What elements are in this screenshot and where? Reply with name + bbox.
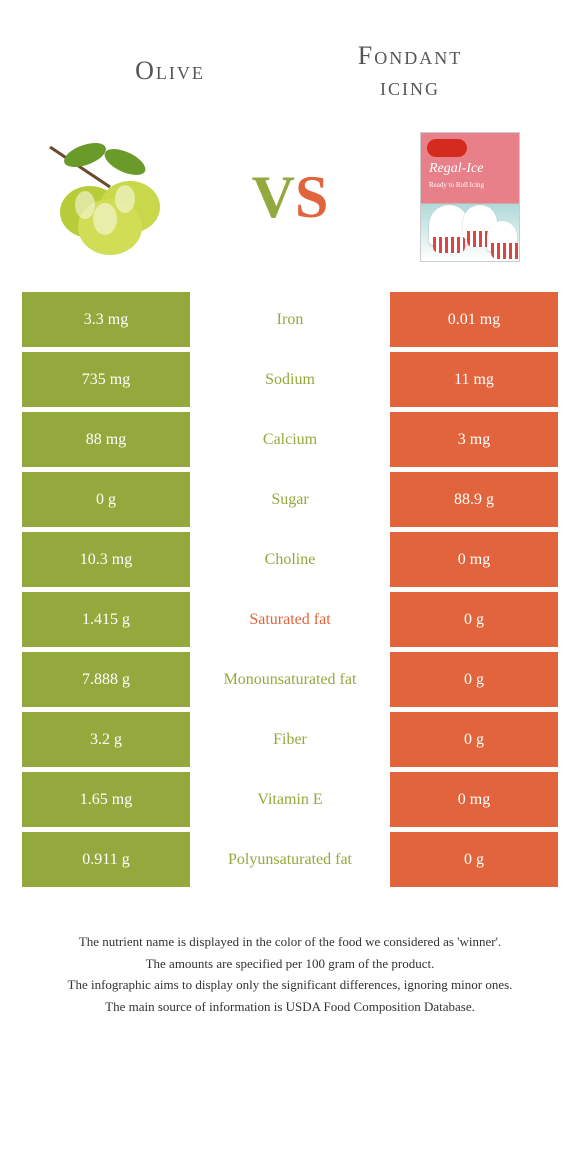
- fondant-brand: Regal-Ice: [429, 161, 483, 176]
- nutrient-label: Calcium: [190, 412, 390, 467]
- vs-s: S: [295, 163, 328, 232]
- fondant-image: Regal-Ice Ready to Roll Icing: [390, 132, 550, 262]
- table-row: 0 gSugar88.9 g: [22, 472, 558, 527]
- footer-line-2: The amounts are specified per 100 gram o…: [40, 954, 540, 974]
- left-value: 0 g: [22, 472, 190, 527]
- comparison-table: 3.3 mgIron0.01 mg735 mgSodium11 mg88 mgC…: [0, 292, 580, 887]
- vs-v: V: [252, 163, 295, 232]
- right-title-line2: icing: [380, 72, 440, 101]
- olive-icon: [30, 137, 190, 257]
- left-value: 1.415 g: [22, 592, 190, 647]
- right-value: 0 mg: [390, 772, 558, 827]
- right-value: 11 mg: [390, 352, 558, 407]
- left-value: 3.3 mg: [22, 292, 190, 347]
- left-food-title: Olive: [50, 56, 290, 86]
- left-value: 88 mg: [22, 412, 190, 467]
- table-row: 0.911 gPolyunsaturated fat0 g: [22, 832, 558, 887]
- nutrient-label: Fiber: [190, 712, 390, 767]
- nutrient-label: Vitamin E: [190, 772, 390, 827]
- right-value: 0.01 mg: [390, 292, 558, 347]
- nutrient-label: Polyunsaturated fat: [190, 832, 390, 887]
- left-value: 735 mg: [22, 352, 190, 407]
- nutrient-label: Saturated fat: [190, 592, 390, 647]
- right-value: 88.9 g: [390, 472, 558, 527]
- left-value: 10.3 mg: [22, 532, 190, 587]
- left-value: 0.911 g: [22, 832, 190, 887]
- footer-notes: The nutrient name is displayed in the co…: [0, 892, 580, 1016]
- table-row: 7.888 gMonounsaturated fat0 g: [22, 652, 558, 707]
- right-title-line1: Fondant: [358, 41, 462, 70]
- right-value: 0 g: [390, 592, 558, 647]
- footer-line-1: The nutrient name is displayed in the co…: [40, 932, 540, 952]
- table-row: 88 mgCalcium3 mg: [22, 412, 558, 467]
- nutrient-label: Sodium: [190, 352, 390, 407]
- left-value: 1.65 mg: [22, 772, 190, 827]
- table-row: 1.65 mgVitamin E0 mg: [22, 772, 558, 827]
- fondant-sub: Ready to Roll Icing: [429, 181, 484, 189]
- nutrient-label: Sugar: [190, 472, 390, 527]
- right-value: 0 g: [390, 652, 558, 707]
- table-row: 3.3 mgIron0.01 mg: [22, 292, 558, 347]
- footer-line-4: The main source of information is USDA F…: [40, 997, 540, 1017]
- left-value: 3.2 g: [22, 712, 190, 767]
- table-row: 3.2 gFiber0 g: [22, 712, 558, 767]
- right-food-title: Fondant icing: [290, 40, 530, 102]
- right-value: 0 g: [390, 832, 558, 887]
- nutrient-label: Iron: [190, 292, 390, 347]
- nutrient-label: Monounsaturated fat: [190, 652, 390, 707]
- right-value: 0 g: [390, 712, 558, 767]
- vs-label: VS: [252, 163, 329, 232]
- images-row: VS Regal-Ice Ready to Roll Icing: [0, 122, 580, 292]
- table-row: 1.415 gSaturated fat0 g: [22, 592, 558, 647]
- footer-line-3: The infographic aims to display only the…: [40, 975, 540, 995]
- olive-image: [30, 132, 190, 262]
- right-value: 0 mg: [390, 532, 558, 587]
- fondant-box-icon: Regal-Ice Ready to Roll Icing: [420, 132, 520, 262]
- nutrient-label: Choline: [190, 532, 390, 587]
- table-row: 735 mgSodium11 mg: [22, 352, 558, 407]
- table-row: 10.3 mgCholine0 mg: [22, 532, 558, 587]
- header: Olive Fondant icing: [0, 0, 580, 122]
- left-value: 7.888 g: [22, 652, 190, 707]
- right-value: 3 mg: [390, 412, 558, 467]
